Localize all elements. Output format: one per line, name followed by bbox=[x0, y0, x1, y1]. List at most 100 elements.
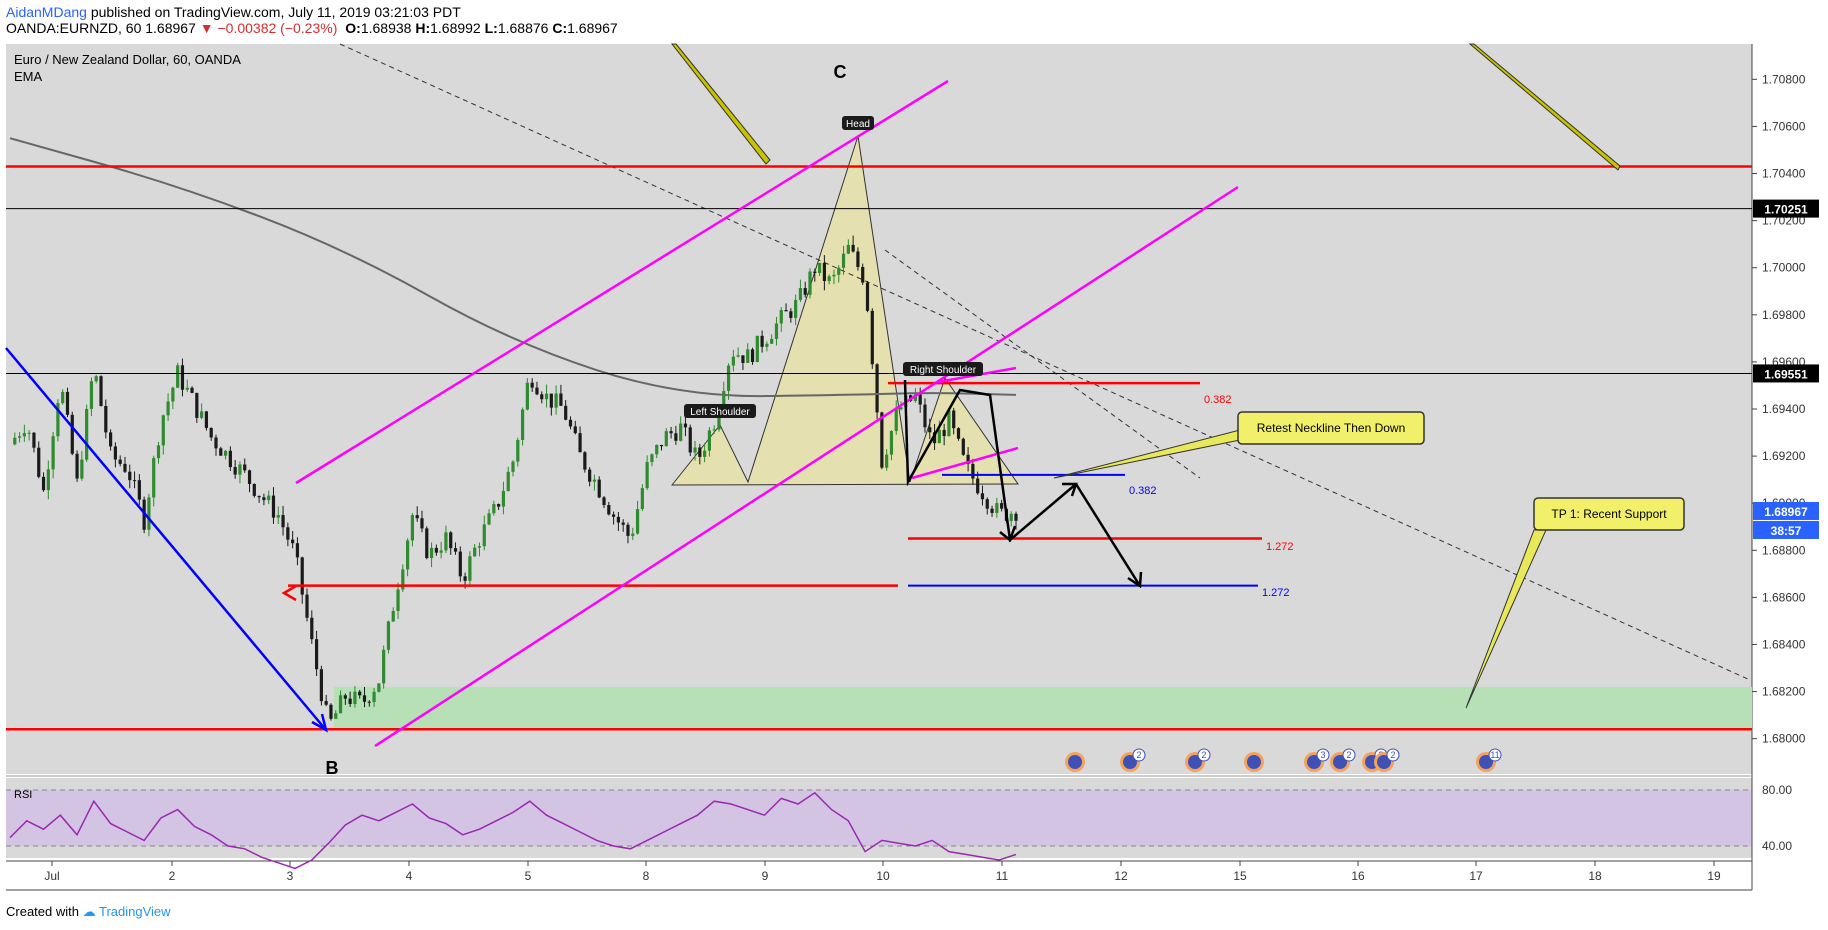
candle bbox=[880, 411, 884, 470]
symbol-label: OANDA:EURNZD, 60 bbox=[6, 20, 142, 36]
svg-text:Left Shoulder: Left Shoulder bbox=[690, 407, 750, 418]
candle bbox=[429, 542, 434, 568]
candle bbox=[80, 450, 84, 481]
candle bbox=[501, 481, 506, 515]
event-badges[interactable]: 22322211 bbox=[1065, 748, 1502, 772]
candle bbox=[626, 522, 630, 544]
candle bbox=[243, 458, 247, 473]
candle bbox=[156, 441, 161, 464]
candle bbox=[329, 703, 333, 721]
countdown-tag: 38:57 bbox=[1753, 520, 1819, 539]
candle bbox=[985, 497, 989, 515]
candle bbox=[712, 425, 716, 434]
candle bbox=[482, 515, 486, 551]
candle bbox=[267, 490, 271, 505]
candle bbox=[85, 404, 89, 462]
candle bbox=[731, 349, 735, 372]
blue-arrow-icon bbox=[311, 713, 328, 733]
event-badge[interactable]: 2 bbox=[1330, 748, 1356, 772]
candle bbox=[386, 620, 391, 654]
event-badge[interactable]: 2 bbox=[1185, 748, 1211, 772]
candle bbox=[353, 686, 357, 708]
svg-text:2: 2 bbox=[1136, 750, 1141, 760]
tradingview-logo-link[interactable]: ☁ TradingView bbox=[82, 904, 171, 919]
candle bbox=[444, 525, 448, 554]
candle bbox=[770, 334, 774, 345]
candle bbox=[870, 308, 874, 369]
candle bbox=[214, 434, 218, 456]
candle bbox=[22, 424, 26, 442]
time-axis-tick: 19 bbox=[1707, 869, 1721, 883]
candle bbox=[885, 449, 889, 471]
rsi-axis-tick: 40.00 bbox=[1762, 839, 1792, 853]
ohlc-close: C:1.68967 bbox=[552, 20, 618, 36]
candle bbox=[209, 427, 213, 441]
candle bbox=[410, 512, 414, 547]
candle bbox=[803, 281, 807, 298]
projection-path-left bbox=[903, 379, 1077, 543]
time-axis-tick: 12 bbox=[1114, 869, 1128, 883]
candle bbox=[736, 347, 740, 358]
price-axis-tick: 1.70600 bbox=[1762, 119, 1806, 133]
candle bbox=[453, 542, 458, 555]
candle bbox=[535, 381, 539, 396]
candle bbox=[152, 455, 156, 507]
publish-header: AidanMDang published on TradingView.com,… bbox=[6, 4, 618, 36]
candle bbox=[995, 497, 999, 518]
event-badge[interactable] bbox=[1065, 752, 1085, 772]
candle bbox=[415, 506, 419, 522]
price-tag: 1.70251 bbox=[1753, 199, 1819, 218]
event-badge[interactable]: 2 bbox=[1374, 748, 1400, 772]
event-badge[interactable] bbox=[1244, 752, 1264, 772]
candle bbox=[89, 377, 94, 417]
candle bbox=[391, 607, 395, 622]
candle bbox=[439, 541, 443, 559]
candle bbox=[185, 379, 189, 392]
down-arrow-icon: ▼ bbox=[199, 20, 214, 36]
time-axis-tick: 8 bbox=[643, 869, 650, 883]
candle bbox=[190, 386, 194, 394]
candle bbox=[616, 511, 620, 531]
candle bbox=[113, 442, 117, 468]
time-axis-tick: 5 bbox=[525, 869, 532, 883]
candle bbox=[794, 294, 798, 326]
candle bbox=[61, 389, 65, 405]
event-badge[interactable]: 11 bbox=[1476, 748, 1502, 772]
candle bbox=[726, 363, 731, 400]
time-axis[interactable]: Jul 2 3 4 5 8 9 10 11 12 15 16 17 18 19 bbox=[44, 861, 1721, 883]
candle bbox=[506, 466, 510, 492]
rsi-axis: 80.00 40.00 bbox=[1762, 783, 1792, 853]
candle bbox=[813, 268, 817, 282]
candle bbox=[707, 427, 712, 457]
candle bbox=[894, 400, 898, 435]
candle bbox=[746, 343, 750, 364]
candle bbox=[382, 645, 386, 689]
candle bbox=[13, 432, 17, 446]
retest-callout-text: Retest Neckline Then Down bbox=[1257, 421, 1406, 435]
price-axis[interactable]: 1.708001.706001.704001.702001.700001.698… bbox=[1752, 72, 1806, 746]
price-tags: 1.70251 1.69551 1.68967 38:57 bbox=[1753, 199, 1819, 539]
candle bbox=[228, 446, 232, 471]
candle bbox=[650, 453, 654, 467]
blue-downtrend-line bbox=[5, 347, 327, 731]
candle bbox=[310, 610, 314, 644]
candle bbox=[338, 690, 343, 714]
candle bbox=[46, 460, 50, 500]
candle bbox=[319, 665, 323, 706]
candle bbox=[295, 537, 300, 566]
author-link[interactable]: AidanMDang bbox=[6, 4, 87, 20]
candle bbox=[161, 414, 165, 455]
event-badge[interactable]: 3 bbox=[1304, 748, 1330, 772]
candle bbox=[592, 474, 597, 491]
svg-text:1.70251: 1.70251 bbox=[1764, 203, 1808, 217]
candle bbox=[674, 425, 678, 445]
candle bbox=[314, 630, 319, 677]
event-badge[interactable]: 2 bbox=[1120, 748, 1146, 772]
ema-line bbox=[9, 137, 1017, 398]
arrow-down-icon bbox=[1127, 571, 1143, 589]
ohlc-high: H:1.68992 bbox=[415, 20, 481, 36]
created-with-text: Created with bbox=[6, 904, 79, 919]
rsi-axis-tick: 80.00 bbox=[1762, 783, 1792, 797]
price-axis-tick: 1.68400 bbox=[1762, 637, 1806, 651]
